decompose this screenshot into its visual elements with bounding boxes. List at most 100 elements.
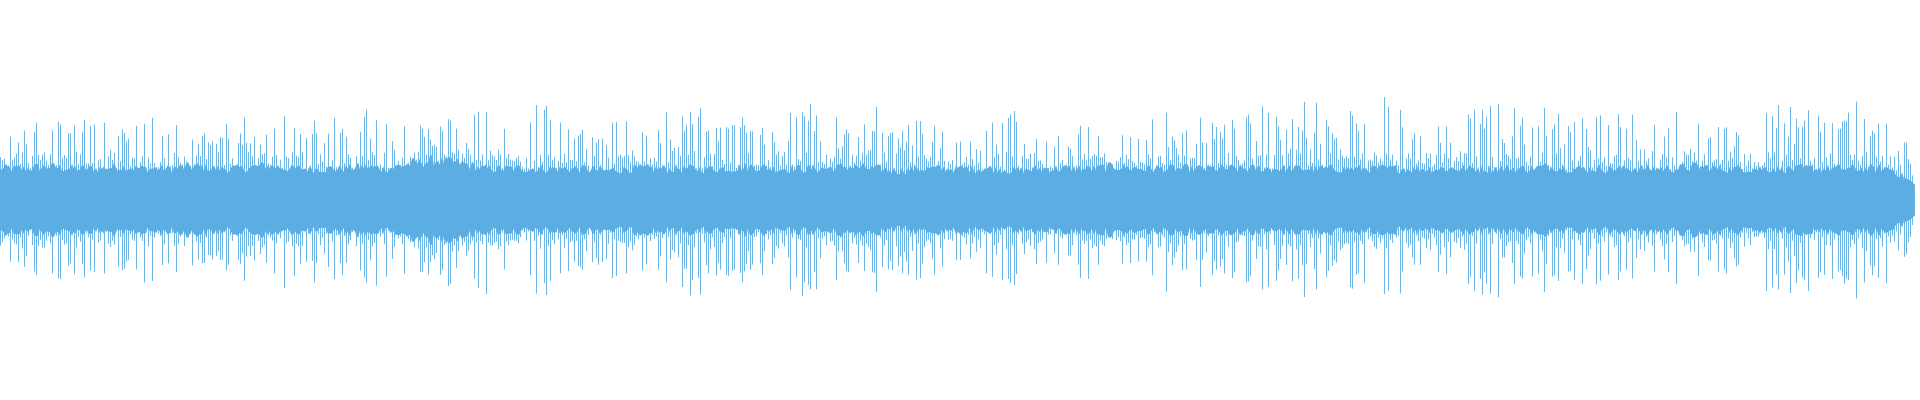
waveform-sample-bar [348,154,349,245]
waveform-sample-bar [1802,126,1803,278]
waveform-sample-bar [946,169,947,231]
waveform-sample-bar [1068,146,1069,256]
waveform-sample-bar [100,158,101,241]
waveform-sample-bar [362,155,363,244]
waveform-sample-bar [1518,157,1519,244]
waveform-sample-bar [350,157,351,241]
waveform-sample-bar [1352,115,1353,289]
waveform-sample-bar [1168,147,1169,253]
waveform-sample-bar [694,150,695,248]
waveform-sample-bar [304,169,305,232]
waveform-sample-bar [288,158,289,242]
waveform-sample-bar [1176,147,1177,252]
waveform-sample-bar [900,147,901,257]
waveform-sample-bar [532,169,533,233]
waveform-sample-bar [956,142,957,261]
waveform-sample-bar [128,138,129,260]
waveform-sample-bar [1864,119,1865,283]
waveform-sample-bar [1498,103,1499,298]
waveform-sample-bar [1378,162,1379,238]
waveform-sample-bar [1594,160,1595,239]
waveform-sample-bar [1892,167,1893,236]
waveform-sample-bar [1084,153,1085,244]
waveform-sample-bar [1404,168,1405,230]
waveform-sample-bar [1034,153,1035,250]
waveform-sample-bar [1646,161,1647,237]
waveform-sample-bar [1810,160,1811,239]
waveform-sample-bar [124,133,125,269]
waveform-sample-bar [146,169,147,229]
waveform-sample-bar [1190,158,1191,239]
waveform-sample-bar [416,159,417,239]
waveform-sample-bar [1770,158,1771,242]
waveform-sample-bar [1718,127,1719,272]
waveform-sample-bar [1850,155,1851,248]
waveform-sample-bar [574,138,575,262]
waveform-sample-bar [1760,168,1761,231]
waveform-sample-bar [1848,112,1849,281]
waveform-sample-bar [516,157,517,241]
waveform-sample-bar [948,161,949,240]
waveform-sample-bar [1412,139,1413,258]
waveform-sample-bar [656,161,657,237]
waveform-sample-bar [1524,144,1525,254]
waveform-sample-bar [1846,121,1847,279]
waveform-sample-bar [1532,127,1533,277]
waveform-sample-bar [1184,155,1185,244]
waveform-sample-bar [372,152,373,247]
waveform-sample-bar [1212,123,1213,275]
waveform-sample-bar [398,160,399,239]
waveform-sample-bar [116,168,117,231]
waveform-sample-bar [682,116,683,288]
waveform-sample-bar [232,158,233,241]
waveform-sample-bar [1294,169,1295,231]
waveform-sample-bar [1644,149,1645,251]
waveform-sample-bar [1836,167,1837,231]
waveform-sample-bar [1890,156,1891,243]
waveform-sample-bar [638,161,639,239]
waveform-sample-bar [240,133,241,264]
waveform-sample-bar [766,165,767,234]
waveform-sample-bar [406,165,407,237]
waveform-sample-bar [1866,151,1867,251]
waveform-sample-bar [1144,164,1145,239]
waveform-sample-bar [670,139,671,260]
waveform-sample-bar [26,144,27,256]
waveform-sample-bar [1730,151,1731,248]
waveform-sample-bar [1002,123,1003,280]
waveform-sample-bar [1618,114,1619,281]
waveform-sample-bar [1108,164,1109,234]
waveform-sample-bar [1898,151,1899,250]
waveform-sample-bar [1650,169,1651,231]
waveform-sample-bar [1764,162,1765,238]
waveform-sample-bar [1882,155,1883,247]
waveform-sample-bar [14,157,15,243]
waveform-sample-bar [262,154,263,248]
waveform-sample-bar [732,125,733,272]
waveform-sample-bar [1664,136,1665,260]
waveform-sample-bar [320,154,321,245]
waveform-sample-bar [912,145,913,251]
waveform-sample-bar [368,160,369,240]
waveform-sample-bar [1018,165,1019,234]
waveform-sample-bar [1660,159,1661,240]
waveform-sample-bar [760,134,761,264]
waveform-sample-bar [494,156,495,243]
waveform-sample-bar [696,168,697,234]
waveform-sample-bar [1386,153,1387,249]
waveform-sample-bar [314,120,315,283]
waveform-sample-bar [130,166,131,234]
waveform-sample-bar [172,165,173,233]
waveform-sample-bar [1790,106,1791,294]
waveform-sample-bar [1038,160,1039,243]
waveform-sample-bar [1598,158,1599,244]
waveform-sample-bar [338,167,339,235]
waveform-sample-bar [1906,142,1907,255]
waveform-sample-bar [1704,154,1705,247]
waveform-sample-bar [1092,155,1093,249]
waveform-sample-bar [558,161,559,240]
waveform-sample-bar [1360,159,1361,241]
waveform-sample-bar [1454,161,1455,242]
waveform-sample-bar [1826,157,1827,245]
waveform-sample-bar [1078,134,1079,265]
